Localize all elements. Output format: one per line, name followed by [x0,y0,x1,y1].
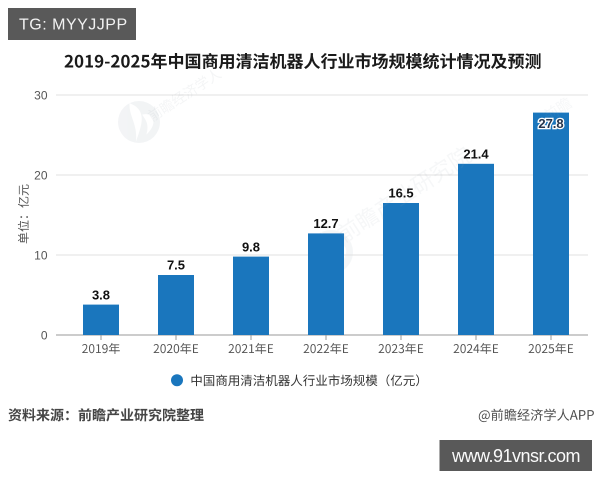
svg-text:30: 30 [34,88,48,102]
svg-text:www.91vnsr.com: www.91vnsr.com [451,446,580,466]
svg-text:20: 20 [34,168,48,182]
svg-text:21.4: 21.4 [463,147,489,162]
svg-text:0: 0 [41,328,48,342]
svg-text:12.7: 12.7 [313,216,338,231]
svg-text:27.8: 27.8 [538,116,563,131]
svg-text:TG: MYYJJPP: TG: MYYJJPP [19,17,128,34]
svg-text:16.5: 16.5 [388,186,413,201]
svg-text:10: 10 [34,248,48,262]
svg-text:7.5: 7.5 [167,258,185,273]
svg-text:9.8: 9.8 [242,239,260,254]
svg-text:3.8: 3.8 [92,287,110,302]
